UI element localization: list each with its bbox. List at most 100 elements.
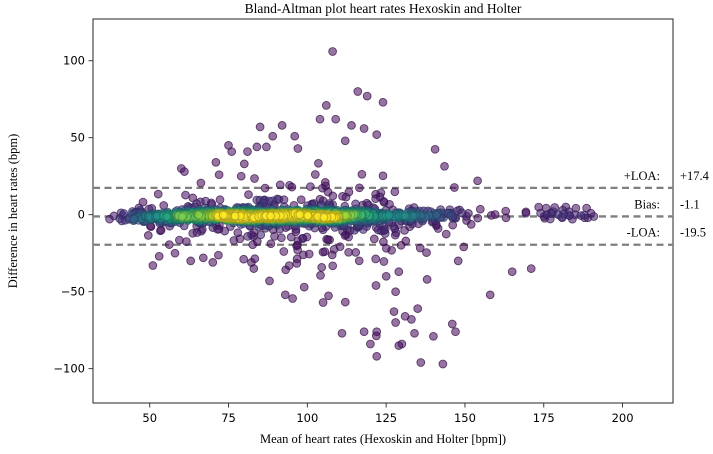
data-point (381, 271, 391, 281)
data-point (378, 97, 388, 107)
data-point (371, 254, 381, 264)
data-point (284, 261, 294, 270)
data-point (450, 183, 459, 192)
data-point (394, 341, 404, 350)
data-point (366, 339, 375, 349)
data-point (323, 235, 333, 245)
data-point (295, 210, 305, 220)
data-point (256, 230, 266, 240)
data-point (236, 171, 246, 181)
data-point (270, 231, 279, 241)
loa-lower-label: -LOA: (627, 226, 660, 240)
scatter-points (105, 47, 599, 369)
y-axis-ticks: −100 −50 0 50 100 (53, 54, 93, 376)
data-point (255, 122, 265, 132)
y-axis-label: Difference in heart rates (bpm) (6, 134, 20, 289)
data-point (473, 176, 482, 186)
data-point (181, 190, 190, 200)
x-tick-label: 125 (375, 411, 397, 425)
data-point (357, 169, 367, 179)
data-point (438, 359, 448, 369)
data-point (328, 47, 337, 56)
data-point (430, 144, 440, 154)
loa-annotations: +LOA: +17.4 Bias: -1.1 -LOA: -19.5 (624, 169, 710, 240)
data-point (279, 247, 289, 256)
data-point (275, 180, 285, 190)
data-point (303, 211, 313, 221)
data-point (391, 287, 400, 297)
data-point (319, 213, 329, 222)
data-point (244, 190, 253, 199)
data-point (215, 195, 225, 205)
loa-upper-label: +LOA: (624, 169, 660, 183)
data-point (429, 331, 438, 341)
data-point (328, 191, 338, 201)
data-point (521, 208, 531, 218)
y-tick-label: 100 (63, 54, 85, 68)
data-point (162, 212, 172, 221)
data-point (214, 170, 224, 180)
data-point (227, 147, 237, 156)
data-point (347, 121, 356, 130)
bias-label: Bias: (634, 197, 660, 211)
data-point (262, 142, 271, 152)
data-point (359, 327, 369, 337)
data-point (182, 237, 191, 246)
y-tick-label: −100 (53, 362, 85, 376)
data-point (290, 131, 300, 141)
data-point (214, 250, 223, 260)
data-point (338, 191, 347, 201)
data-point (400, 311, 410, 321)
data-point (329, 245, 339, 254)
data-point (490, 210, 500, 219)
data-point (296, 195, 306, 205)
data-point (280, 290, 290, 300)
data-point (239, 254, 249, 264)
data-point (180, 167, 189, 176)
data-point (413, 304, 423, 313)
data-point (379, 226, 389, 235)
data-point (156, 226, 165, 236)
data-point (501, 206, 511, 216)
data-point (248, 240, 258, 250)
data-point (310, 170, 320, 179)
x-tick-label: 50 (142, 411, 157, 425)
data-point (359, 124, 369, 133)
data-point (235, 234, 245, 244)
data-point (287, 182, 297, 192)
data-point (451, 327, 460, 337)
data-point (286, 232, 296, 242)
data-point (475, 204, 485, 214)
data-point (391, 318, 400, 327)
data-point (372, 351, 382, 361)
data-point (526, 264, 536, 273)
y-tick-label: −50 (61, 285, 85, 299)
data-point (288, 294, 297, 303)
data-point (252, 142, 262, 152)
data-point (304, 249, 314, 259)
data-point (422, 248, 431, 257)
data-point (553, 210, 563, 219)
data-point (239, 159, 249, 169)
data-point (337, 328, 347, 338)
data-point (243, 232, 252, 241)
x-tick-label: 200 (612, 411, 634, 425)
data-point (154, 251, 164, 261)
loa-upper-value: +17.4 (680, 169, 710, 183)
data-point (194, 210, 204, 220)
data-point (208, 258, 218, 267)
data-point (371, 281, 381, 290)
data-point (324, 291, 333, 301)
data-point (459, 242, 469, 252)
data-point (320, 247, 330, 256)
x-tick-label: 100 (296, 411, 318, 425)
data-point (175, 235, 184, 245)
x-tick-label: 75 (221, 411, 236, 425)
data-point (250, 174, 259, 183)
data-point (384, 211, 394, 220)
data-point (306, 182, 315, 191)
data-point (170, 248, 180, 258)
data-point (410, 328, 419, 338)
data-point (277, 121, 287, 130)
